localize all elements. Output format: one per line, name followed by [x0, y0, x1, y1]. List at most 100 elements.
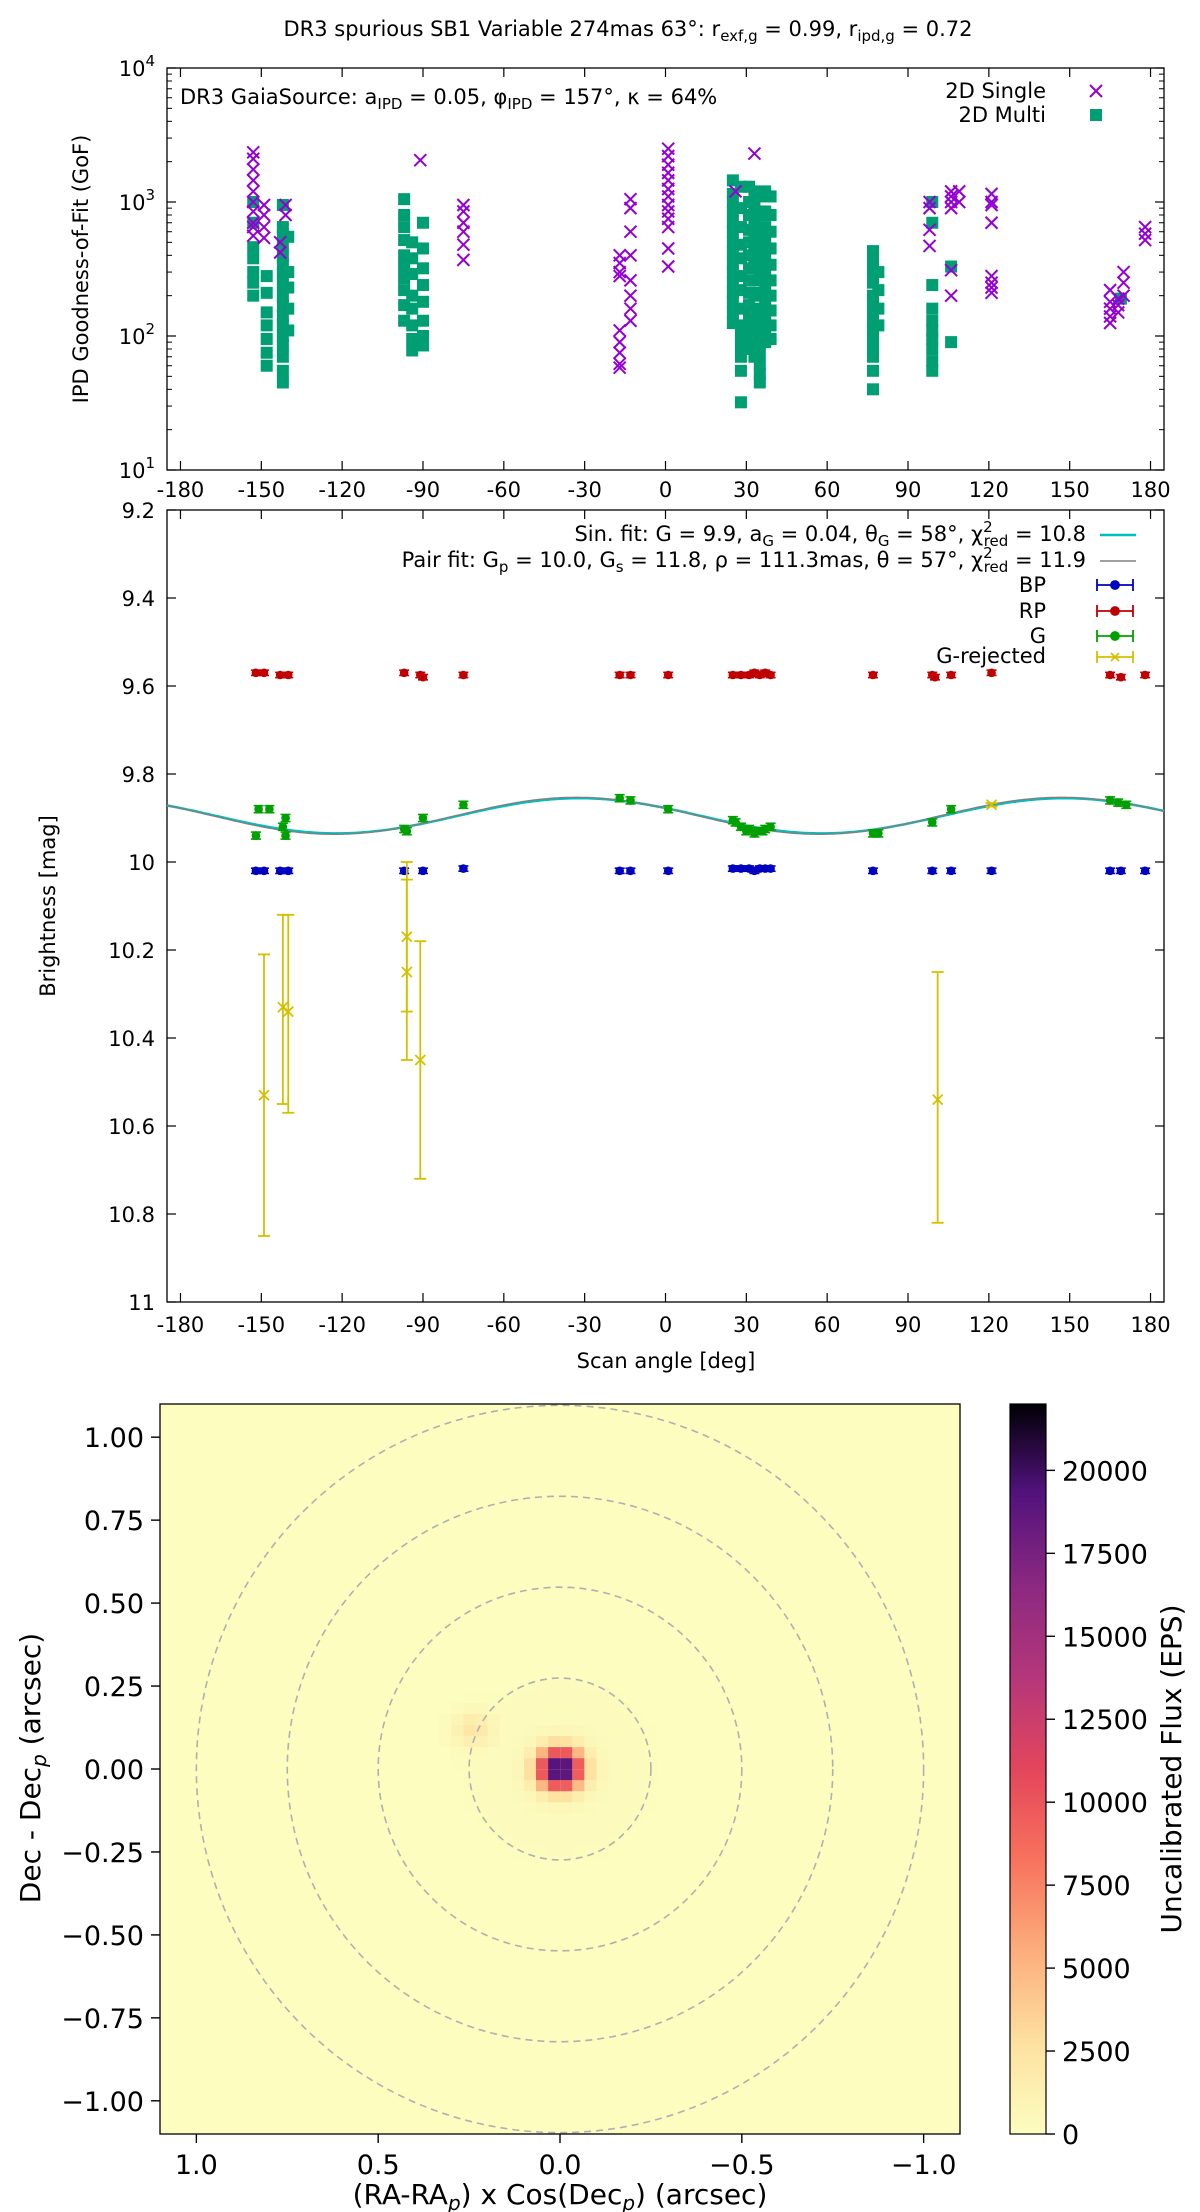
colorbar-tick-label: 12500 [1062, 1705, 1148, 1736]
image-pixel [499, 1769, 512, 1781]
single-point [278, 208, 293, 222]
image-pixel [463, 1702, 476, 1714]
gof-annotation-a: DR3 GaiaSource: a [180, 85, 377, 109]
g-point [735, 822, 746, 832]
image-ytick-label: −0.25 [61, 1838, 144, 1869]
image-pixels [160, 1404, 960, 2134]
g-point [625, 796, 636, 805]
g-point [280, 813, 291, 823]
image-pixel [451, 1736, 464, 1748]
g-rejected-point [258, 953, 271, 1237]
bp-point [986, 866, 997, 876]
image-pixel [596, 1691, 609, 1703]
mag-xtick-label: 120 [969, 1313, 1009, 1337]
rp-point [283, 670, 294, 680]
colorbar-tick-label: 15000 [1062, 1622, 1148, 1653]
point-dot [766, 670, 775, 680]
pair-fit-c: = 10.0, G [508, 548, 615, 572]
g-point [1121, 800, 1132, 810]
bp-point [1115, 866, 1126, 876]
single-point [1138, 233, 1152, 247]
multi-point [247, 266, 260, 279]
image-pixel [608, 1758, 621, 1770]
g-point [663, 804, 674, 814]
image-pixel [535, 1846, 549, 1858]
point-dot [283, 670, 293, 680]
image-pixel [620, 1802, 633, 1814]
single-point [944, 263, 958, 277]
image-pixel [596, 1680, 609, 1692]
single-point [257, 220, 271, 234]
image-pixel [535, 1702, 549, 1714]
figure-title-sub1: exf,g [720, 27, 757, 45]
image-pixel [511, 1736, 524, 1748]
image-pixel [572, 1846, 585, 1858]
image-ytick-label: 1.00 [84, 1423, 144, 1454]
multi-point [416, 279, 429, 292]
legend-marker-bp [1096, 579, 1134, 591]
image-pixel [523, 1758, 536, 1770]
image-pixel [487, 1813, 500, 1825]
image-pixel [572, 1758, 585, 1770]
legend-marker-rp [1096, 605, 1134, 617]
colorbar-tick-label: 0 [1062, 2120, 1079, 2151]
image-pixel [523, 1736, 536, 1748]
image-pixel [463, 1780, 476, 1792]
image-axes: 1.0 0.5 0.0 −0.5 −1.0 1.00 0.75 0.50 0.25 0.00 −0.… [61, 1423, 956, 2181]
single-point [612, 335, 627, 349]
figure-title-c: = 0.72 [895, 17, 973, 41]
image-pixel [463, 1802, 476, 1814]
image-pixel [548, 1758, 561, 1770]
multi-point [416, 295, 429, 308]
image-pixel [463, 1791, 476, 1803]
image-pixel [584, 1736, 597, 1748]
image-pixel [560, 1724, 573, 1736]
gof-xtick-label: -60 [487, 478, 521, 502]
image-pixel [523, 1846, 536, 1858]
single-point [984, 195, 999, 209]
image-pixel [560, 1691, 573, 1703]
rp-point [1115, 672, 1126, 682]
image-pixel [584, 1802, 597, 1814]
image-pixel [475, 1747, 488, 1759]
image-pixel [511, 1691, 524, 1703]
point-dot [418, 672, 428, 682]
image-pixel [523, 1691, 536, 1703]
single-point [413, 153, 427, 167]
single-point [1116, 275, 1131, 290]
point-dot [987, 866, 996, 876]
image-pixel [475, 1736, 488, 1748]
image-pixel [548, 1846, 561, 1858]
mag-ytick-label: 10.2 [108, 939, 155, 963]
g-point [1113, 798, 1124, 807]
single-point [623, 273, 638, 288]
mag-ytick-label: 9.8 [122, 763, 155, 787]
image-pixel [596, 1835, 609, 1847]
image-rings [195, 1404, 925, 2134]
mag-ylabel: Brightness [mag] [36, 815, 60, 997]
image-pixel [499, 1713, 512, 1725]
image-pixel [523, 1780, 536, 1792]
point-cross [401, 966, 413, 978]
point-dot [946, 804, 956, 814]
image-pixel [499, 1791, 512, 1803]
rp-point [458, 670, 469, 680]
multi-point [282, 281, 295, 294]
image-ylabel-b: p [27, 1754, 51, 1768]
point-dot [927, 866, 937, 876]
gof-annotation-sub2: IPD [507, 95, 532, 113]
colorbar-tick-label: 5000 [1062, 1954, 1131, 1985]
single-point [612, 357, 627, 371]
image-pixel [632, 1758, 645, 1770]
bp-point [259, 866, 270, 876]
image-pixel [487, 1780, 500, 1792]
image-pixel [548, 1780, 561, 1792]
single-point [1103, 316, 1117, 330]
single-point [661, 220, 675, 234]
rp-point [417, 672, 428, 682]
image-pixel [475, 1702, 488, 1714]
image-pixel [620, 1702, 633, 1714]
gof-panel: DR3 spurious SB1 Variable 274mas 63°: re… [69, 17, 1171, 502]
sin-fit-a: Sin. fit: G = 9.9, a [574, 522, 762, 546]
multi-point [282, 266, 295, 279]
